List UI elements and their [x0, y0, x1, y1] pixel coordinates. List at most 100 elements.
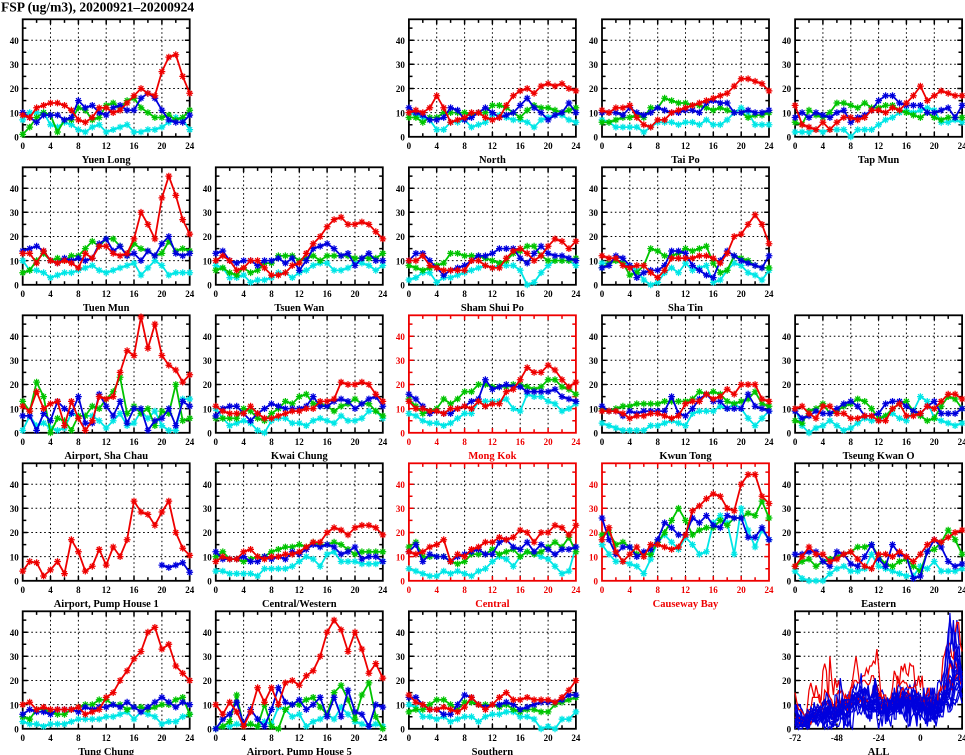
svg-text:20: 20	[157, 437, 167, 447]
svg-text:30: 30	[203, 652, 213, 662]
svg-text:16: 16	[323, 437, 333, 447]
svg-text:0: 0	[594, 429, 599, 439]
svg-text:24: 24	[378, 733, 388, 743]
svg-text:10: 10	[10, 108, 20, 118]
svg-text:10: 10	[589, 108, 599, 118]
svg-text:12: 12	[488, 585, 498, 595]
svg-text:20: 20	[544, 733, 554, 743]
svg-text:FSP (ug/m3), 20200921–20200924: FSP (ug/m3), 20200921–20200924	[1, 0, 194, 15]
svg-text:0: 0	[793, 141, 798, 151]
svg-text:0: 0	[407, 733, 412, 743]
svg-text:4: 4	[434, 289, 439, 299]
svg-text:24: 24	[571, 437, 581, 447]
svg-text:0: 0	[14, 725, 19, 735]
svg-text:0: 0	[20, 141, 25, 151]
svg-text:30: 30	[10, 60, 20, 70]
svg-text:Tung Chung: Tung Chung	[78, 747, 135, 755]
svg-text:20: 20	[203, 528, 213, 538]
svg-text:40: 40	[782, 36, 792, 46]
svg-text:4: 4	[821, 141, 826, 151]
svg-text:16: 16	[516, 585, 526, 595]
svg-text:4: 4	[48, 289, 53, 299]
svg-text:8: 8	[849, 585, 854, 595]
svg-text:12: 12	[488, 141, 498, 151]
svg-text:0: 0	[793, 585, 798, 595]
svg-text:0: 0	[20, 437, 25, 447]
svg-text:Central: Central	[475, 599, 509, 610]
svg-text:24: 24	[765, 141, 775, 151]
svg-text:16: 16	[130, 733, 140, 743]
svg-text:20: 20	[737, 289, 747, 299]
svg-text:30: 30	[589, 504, 599, 514]
svg-text:12: 12	[681, 141, 691, 151]
svg-text:0: 0	[787, 429, 792, 439]
svg-text:16: 16	[709, 585, 719, 595]
svg-text:16: 16	[516, 289, 526, 299]
svg-text:20: 20	[737, 437, 747, 447]
svg-text:16: 16	[130, 289, 140, 299]
svg-text:12: 12	[102, 289, 112, 299]
svg-text:-48: -48	[831, 733, 843, 743]
svg-text:24: 24	[185, 585, 195, 595]
svg-text:24: 24	[185, 141, 195, 151]
svg-text:16: 16	[130, 585, 140, 595]
svg-text:8: 8	[462, 733, 467, 743]
svg-text:30: 30	[396, 504, 406, 514]
svg-text:40: 40	[396, 628, 406, 638]
svg-text:10: 10	[396, 256, 406, 266]
svg-text:20: 20	[396, 676, 406, 686]
svg-text:20: 20	[157, 141, 167, 151]
svg-text:0: 0	[214, 733, 219, 743]
svg-text:20: 20	[10, 84, 20, 94]
svg-text:8: 8	[849, 437, 854, 447]
svg-text:20: 20	[589, 232, 599, 242]
svg-text:Tai Po: Tai Po	[671, 155, 700, 166]
svg-text:10: 10	[589, 404, 599, 414]
svg-text:30: 30	[782, 504, 792, 514]
svg-text:0: 0	[793, 437, 798, 447]
svg-text:8: 8	[462, 289, 467, 299]
svg-text:20: 20	[396, 528, 406, 538]
svg-text:0: 0	[400, 577, 405, 587]
svg-text:4: 4	[821, 437, 826, 447]
svg-text:24: 24	[378, 585, 388, 595]
svg-text:16: 16	[516, 141, 526, 151]
svg-text:0: 0	[14, 281, 19, 291]
svg-text:20: 20	[10, 676, 20, 686]
svg-text:16: 16	[323, 585, 333, 595]
svg-text:20: 20	[930, 585, 940, 595]
svg-text:20: 20	[589, 84, 599, 94]
svg-text:ALL: ALL	[868, 747, 890, 755]
svg-text:20: 20	[351, 585, 361, 595]
svg-text:8: 8	[269, 289, 274, 299]
svg-text:12: 12	[295, 289, 305, 299]
svg-text:20: 20	[782, 676, 792, 686]
svg-text:16: 16	[516, 733, 526, 743]
svg-text:0: 0	[600, 289, 605, 299]
svg-text:4: 4	[434, 141, 439, 151]
svg-text:20: 20	[544, 289, 554, 299]
svg-text:20: 20	[396, 84, 406, 94]
svg-text:4: 4	[241, 585, 246, 595]
svg-text:20: 20	[157, 733, 167, 743]
svg-text:0: 0	[600, 141, 605, 151]
svg-text:8: 8	[76, 585, 81, 595]
svg-text:4: 4	[628, 585, 633, 595]
svg-text:12: 12	[681, 289, 691, 299]
svg-text:8: 8	[269, 437, 274, 447]
svg-text:12: 12	[874, 585, 884, 595]
svg-text:20: 20	[157, 289, 167, 299]
svg-text:0: 0	[20, 289, 25, 299]
svg-text:16: 16	[902, 141, 912, 151]
svg-text:Southern: Southern	[472, 747, 514, 755]
svg-text:0: 0	[407, 585, 412, 595]
svg-text:Sham Shui Po: Sham Shui Po	[461, 303, 524, 314]
svg-text:40: 40	[203, 628, 213, 638]
svg-text:40: 40	[782, 628, 792, 638]
svg-text:20: 20	[930, 141, 940, 151]
svg-text:24: 24	[765, 585, 775, 595]
svg-text:12: 12	[295, 733, 305, 743]
svg-text:40: 40	[10, 184, 20, 194]
svg-text:20: 20	[351, 437, 361, 447]
svg-text:20: 20	[10, 380, 20, 390]
